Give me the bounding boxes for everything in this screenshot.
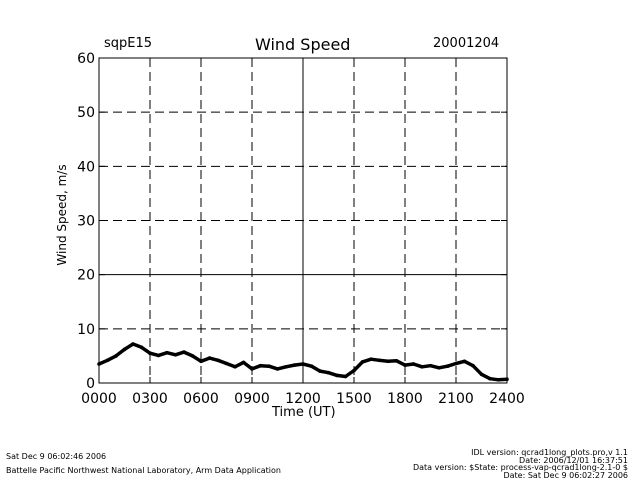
x-tick-label: 0300 [132,391,168,407]
y-tick-label: 0 [86,376,95,392]
data-point [496,378,501,382]
y-tick-label: 20 [77,268,95,284]
data-point [411,362,416,366]
y-tick-label: 10 [77,322,95,338]
data-point [224,361,229,366]
x-tick-label: 0900 [234,391,270,407]
data-point [258,363,263,368]
y-tick-labels: 0 10 20 30 40 50 60 [77,51,95,392]
x-tick-label: 1500 [336,391,372,407]
data-point [284,365,288,369]
data-point [114,354,118,358]
data-point [131,342,135,346]
data-point [139,345,144,350]
data-point [428,363,433,368]
data-point [488,376,492,381]
x-tick-labels: 0000 0300 0600 0900 1200 1500 1800 2100 2400 [81,391,525,407]
x-tick-label: 1800 [387,391,423,407]
data-point [462,359,467,364]
data-point [479,372,484,377]
data-point [233,365,237,369]
data-point [148,351,152,356]
data-point [454,361,458,366]
plot-frame [98,57,508,384]
data-point [445,364,450,369]
data-point [394,359,399,363]
footer-credit: Battelle Pacific Northwest National Labo… [6,466,281,475]
y-axis-label: Wind Speed, m/s [55,164,69,266]
x-axis-label: Time (UT) [272,405,336,420]
footer-idl-version: IDL version: qcrad1long_plots.pro,v 1.1 [471,448,628,457]
site-label: sqpE15 [104,36,153,51]
chart-title: Wind Speed [255,35,351,54]
data-point [352,368,356,373]
data-point [190,354,195,358]
y-tick-label: 30 [77,214,95,230]
data-point [165,350,169,355]
x-tick-label: 1200 [285,391,321,407]
data-point [267,364,271,369]
data-point [403,363,407,367]
data-point [301,362,305,366]
data-point [173,353,178,357]
footer-script-date: Date: 2006/12/01 16:37:51 [519,456,628,465]
data-point [122,347,127,352]
series-group [97,342,509,382]
data-point [182,350,186,354]
data-point [360,360,365,364]
data-point [471,363,475,368]
data-point [369,357,373,362]
data-point [156,353,161,358]
y-tick-label: 40 [77,159,95,175]
footer-data-version: Data version: $State: process-vap-qcrad1… [412,463,628,472]
data-point [420,365,424,369]
data-point [386,359,390,364]
data-point [216,358,220,363]
data-point [309,364,314,369]
x-tick-label: 2100 [438,391,474,407]
data-point [377,358,382,363]
y-tick-label: 60 [77,51,95,67]
data-point [105,358,110,363]
data-point [275,367,280,371]
data-point [343,374,348,379]
data-point [318,369,322,373]
footer-run-date: Date: Sat Dec 9 06:02:27 2006 [503,471,628,480]
y-tick-label: 50 [77,105,95,121]
data-point [437,366,441,370]
data-point [326,370,331,375]
data-point [250,367,254,371]
date-label: 20001204 [433,36,500,51]
data-point [199,359,203,364]
x-tick-label: 2400 [489,391,525,407]
grid-lines [99,58,507,383]
data-point [335,373,339,378]
data-point [292,363,297,367]
footer-timestamp: Sat Dec 9 06:02:46 2006 [6,452,107,461]
x-tick-label: 0000 [81,391,117,407]
data-point [241,360,246,365]
data-point [207,356,212,360]
x-tick-label: 0600 [183,391,219,407]
